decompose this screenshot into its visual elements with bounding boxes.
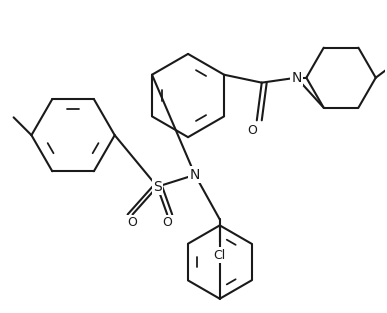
Text: N: N (190, 168, 200, 182)
Text: N: N (291, 71, 301, 85)
Text: S: S (153, 180, 162, 194)
Text: O: O (128, 216, 137, 229)
Text: O: O (247, 124, 257, 137)
Text: Cl: Cl (214, 249, 226, 262)
Text: O: O (162, 216, 172, 229)
